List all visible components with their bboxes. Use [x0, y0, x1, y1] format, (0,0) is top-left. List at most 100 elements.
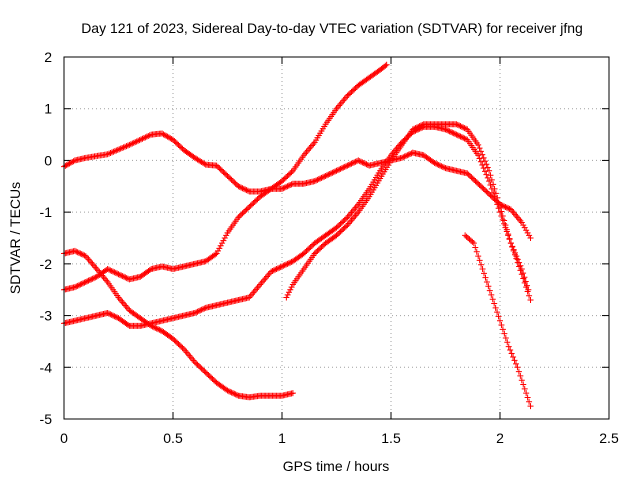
y-axis-label: SDTVAR / TECUs [7, 182, 23, 294]
data-point [283, 261, 290, 268]
data-point [281, 184, 288, 191]
data-point [89, 275, 96, 282]
data-point [360, 160, 367, 167]
data-point [482, 168, 489, 175]
data-point [114, 146, 121, 153]
data-point [214, 247, 221, 254]
data-point [332, 168, 339, 175]
data-point [73, 248, 80, 255]
data-point [283, 183, 290, 190]
x-tick-label: 2 [496, 430, 504, 446]
data-point [231, 390, 238, 397]
data-point [304, 246, 311, 253]
data-point [507, 347, 514, 354]
data-point [508, 350, 515, 357]
data-point [118, 272, 125, 279]
data-point [514, 364, 521, 371]
data-point [107, 149, 114, 156]
data-point [280, 176, 287, 183]
data-point [279, 178, 285, 185]
data-point [174, 339, 181, 346]
data-point [492, 304, 499, 311]
data-point [198, 365, 205, 372]
data-point [526, 398, 533, 405]
data-point [112, 313, 119, 320]
x-tick-labels: 0 0.5 1 1.5 2 2.5 [60, 430, 619, 446]
data-point [225, 388, 232, 395]
data-point [146, 266, 153, 273]
y-tick-label: 1 [44, 101, 52, 117]
y-tick-label: -5 [40, 411, 53, 427]
data-point [343, 163, 350, 170]
data-point [340, 164, 347, 171]
data-point [510, 247, 517, 254]
data-point [472, 244, 479, 251]
data-point [115, 271, 122, 278]
data-point [322, 172, 329, 179]
data-point [285, 171, 292, 178]
data-point [499, 326, 506, 333]
data-point [303, 247, 310, 254]
data-point [243, 187, 250, 194]
data-point [445, 127, 452, 134]
data-point [348, 160, 355, 167]
data-point [491, 193, 498, 200]
data-point [123, 143, 130, 150]
data-point [495, 205, 502, 212]
data-point [416, 123, 423, 130]
data-point [526, 232, 533, 239]
data-point [413, 124, 420, 131]
data-point [70, 158, 77, 165]
data-point [90, 275, 97, 282]
series-track-2 [61, 61, 390, 293]
data-point [315, 246, 322, 253]
data-point [461, 135, 468, 142]
data-point [227, 175, 234, 182]
data-point [276, 264, 283, 271]
data-point [74, 249, 81, 256]
data-point [524, 229, 531, 236]
data-point [462, 232, 469, 239]
data-point [208, 374, 215, 381]
data-point [484, 189, 491, 196]
data-point [454, 132, 461, 139]
data-point [110, 312, 117, 319]
data-point [511, 357, 518, 364]
data-point [193, 309, 200, 316]
data-point [229, 178, 236, 185]
data-point [108, 149, 115, 156]
data-point [317, 245, 324, 252]
data-point [516, 263, 523, 270]
data-point [458, 134, 465, 141]
data-point [400, 154, 407, 161]
data-point [405, 151, 412, 158]
data-point [358, 158, 365, 165]
series-track-6 [462, 232, 534, 410]
data-point [239, 210, 246, 217]
data-point [352, 158, 359, 165]
data-point [517, 372, 524, 379]
data-point [526, 292, 533, 299]
data-point [494, 194, 501, 201]
data-point [284, 260, 291, 267]
data-point [77, 250, 84, 257]
data-point [319, 242, 326, 249]
data-point [139, 135, 146, 142]
data-point [311, 178, 318, 185]
data-point [110, 268, 117, 275]
data-point [333, 167, 340, 174]
data-point [482, 187, 489, 194]
data-point [223, 171, 230, 178]
data-point [274, 265, 281, 272]
data-point [341, 163, 348, 170]
data-point [476, 155, 483, 162]
data-point [216, 245, 223, 252]
data-point [456, 122, 463, 129]
data-point [283, 294, 290, 301]
data-point [338, 227, 345, 234]
data-point [518, 271, 525, 278]
data-point [477, 158, 484, 165]
data-point [466, 236, 473, 243]
data-point [170, 136, 176, 143]
data-point [502, 222, 509, 229]
